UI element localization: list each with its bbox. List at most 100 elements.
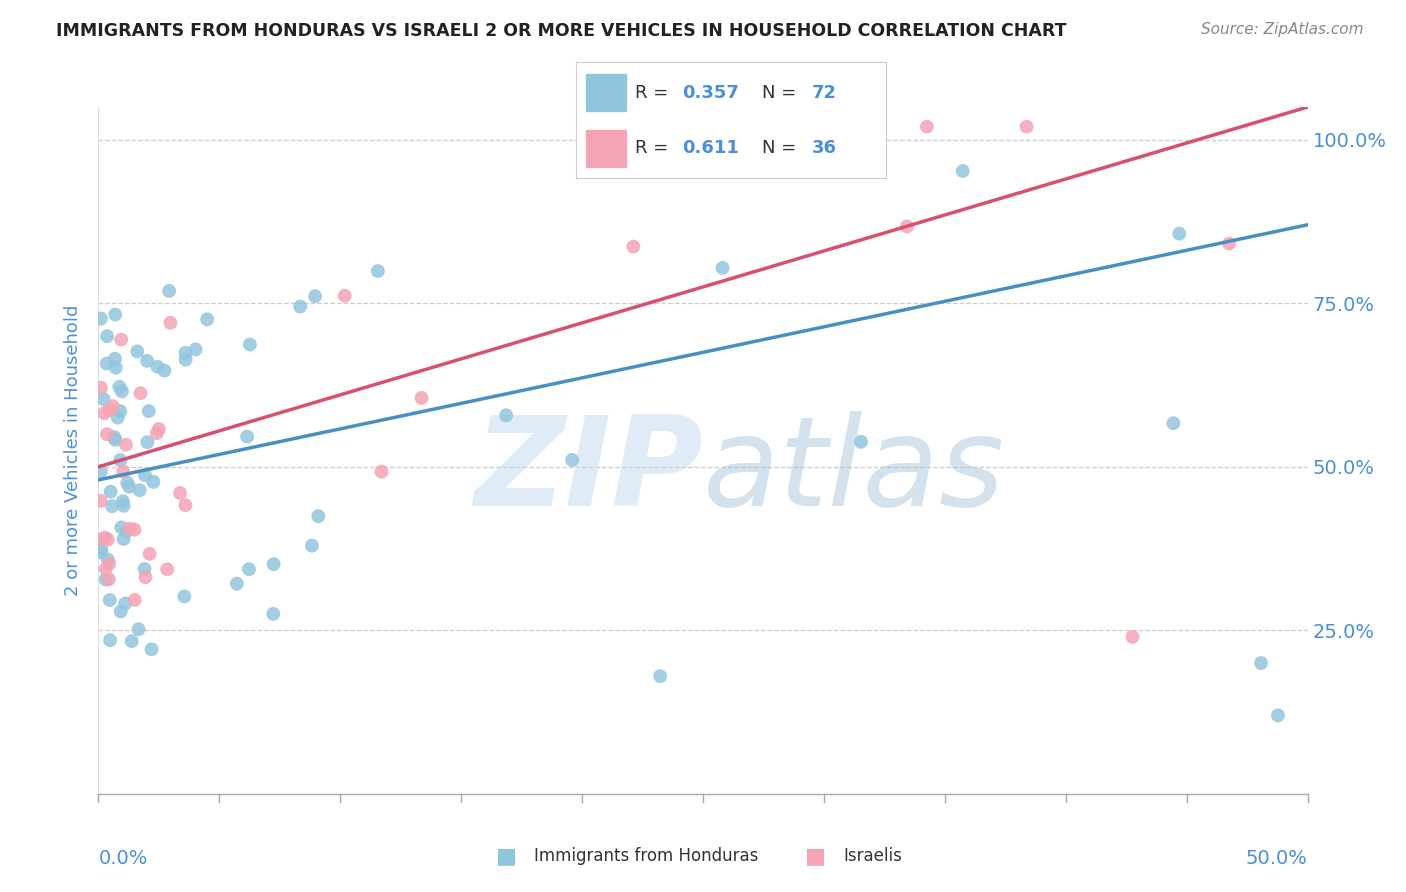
Point — [108, 380, 131, 394]
Point — [238, 562, 260, 576]
Point — [262, 607, 284, 621]
Text: Israelis: Israelis — [844, 847, 903, 865]
Point — [93, 406, 115, 420]
Point — [115, 438, 138, 452]
Point — [146, 359, 169, 374]
Point — [138, 547, 160, 561]
Point — [138, 404, 160, 418]
Point — [156, 562, 179, 576]
Text: ZIP: ZIP — [474, 410, 703, 532]
Point — [110, 520, 132, 534]
Text: 36: 36 — [811, 139, 837, 157]
Point — [169, 486, 191, 500]
Point — [136, 435, 159, 450]
Point — [621, 239, 644, 253]
Text: 0.611: 0.611 — [682, 139, 738, 157]
Point — [117, 475, 139, 490]
Point — [96, 357, 118, 371]
Point — [112, 532, 135, 546]
Point — [236, 429, 259, 443]
Point — [307, 509, 329, 524]
Point — [136, 354, 159, 368]
Point — [174, 352, 197, 367]
Text: 72: 72 — [811, 84, 837, 102]
Point — [1218, 236, 1240, 251]
Point — [98, 557, 121, 571]
Point — [110, 453, 132, 467]
Text: 0.0%: 0.0% — [98, 849, 148, 868]
Point — [173, 590, 195, 604]
Point — [1163, 416, 1185, 430]
Point — [290, 300, 312, 314]
Point — [849, 434, 872, 449]
Point — [97, 533, 120, 547]
Point — [127, 344, 149, 359]
Text: 0.357: 0.357 — [682, 84, 738, 102]
Point — [896, 219, 918, 234]
Text: Immigrants from Honduras: Immigrants from Honduras — [534, 847, 759, 865]
Text: R =: R = — [636, 139, 675, 157]
Point — [148, 422, 170, 436]
Text: atlas: atlas — [703, 410, 1005, 532]
Point — [142, 475, 165, 489]
Point — [98, 403, 121, 417]
Point — [90, 542, 112, 557]
Point — [1121, 630, 1143, 644]
Point — [101, 500, 124, 514]
Point — [118, 480, 141, 494]
Point — [1250, 656, 1272, 670]
Point — [96, 427, 118, 442]
Point — [128, 483, 150, 498]
Point — [114, 597, 136, 611]
Point — [94, 562, 117, 576]
Point — [96, 329, 118, 343]
Point — [110, 604, 132, 618]
Point — [134, 570, 156, 584]
Point — [174, 346, 197, 360]
Point — [104, 308, 127, 322]
Point — [104, 433, 127, 447]
Point — [915, 120, 938, 134]
Point — [411, 391, 433, 405]
Point — [112, 499, 135, 513]
Point — [90, 493, 112, 508]
Point — [184, 343, 207, 357]
Point — [239, 337, 262, 351]
Point — [93, 392, 115, 407]
Point — [159, 316, 181, 330]
Point — [100, 484, 122, 499]
Point — [304, 289, 326, 303]
Bar — [586, 74, 626, 112]
Point — [134, 562, 156, 576]
Point — [115, 524, 138, 539]
Point — [495, 409, 517, 423]
Point — [129, 386, 152, 401]
Point — [370, 465, 392, 479]
Point — [118, 522, 141, 536]
Point — [134, 468, 156, 483]
Point — [104, 351, 127, 366]
Point — [124, 593, 146, 607]
Text: ■: ■ — [806, 847, 825, 866]
Point — [1168, 227, 1191, 241]
Point — [110, 333, 132, 347]
Point — [195, 312, 218, 326]
Point — [561, 453, 583, 467]
Text: ■: ■ — [496, 847, 516, 866]
Text: N =: N = — [762, 84, 801, 102]
Point — [263, 557, 285, 571]
Point — [90, 381, 112, 395]
Point — [121, 634, 143, 648]
Point — [107, 410, 129, 425]
Point — [90, 464, 112, 478]
Point — [301, 539, 323, 553]
Point — [650, 669, 672, 683]
Point — [952, 164, 974, 178]
Point — [94, 573, 117, 587]
Text: R =: R = — [636, 84, 675, 102]
Text: Source: ZipAtlas.com: Source: ZipAtlas.com — [1201, 22, 1364, 37]
Point — [333, 289, 356, 303]
Point — [94, 531, 117, 545]
Point — [367, 264, 389, 278]
Point — [112, 465, 135, 479]
